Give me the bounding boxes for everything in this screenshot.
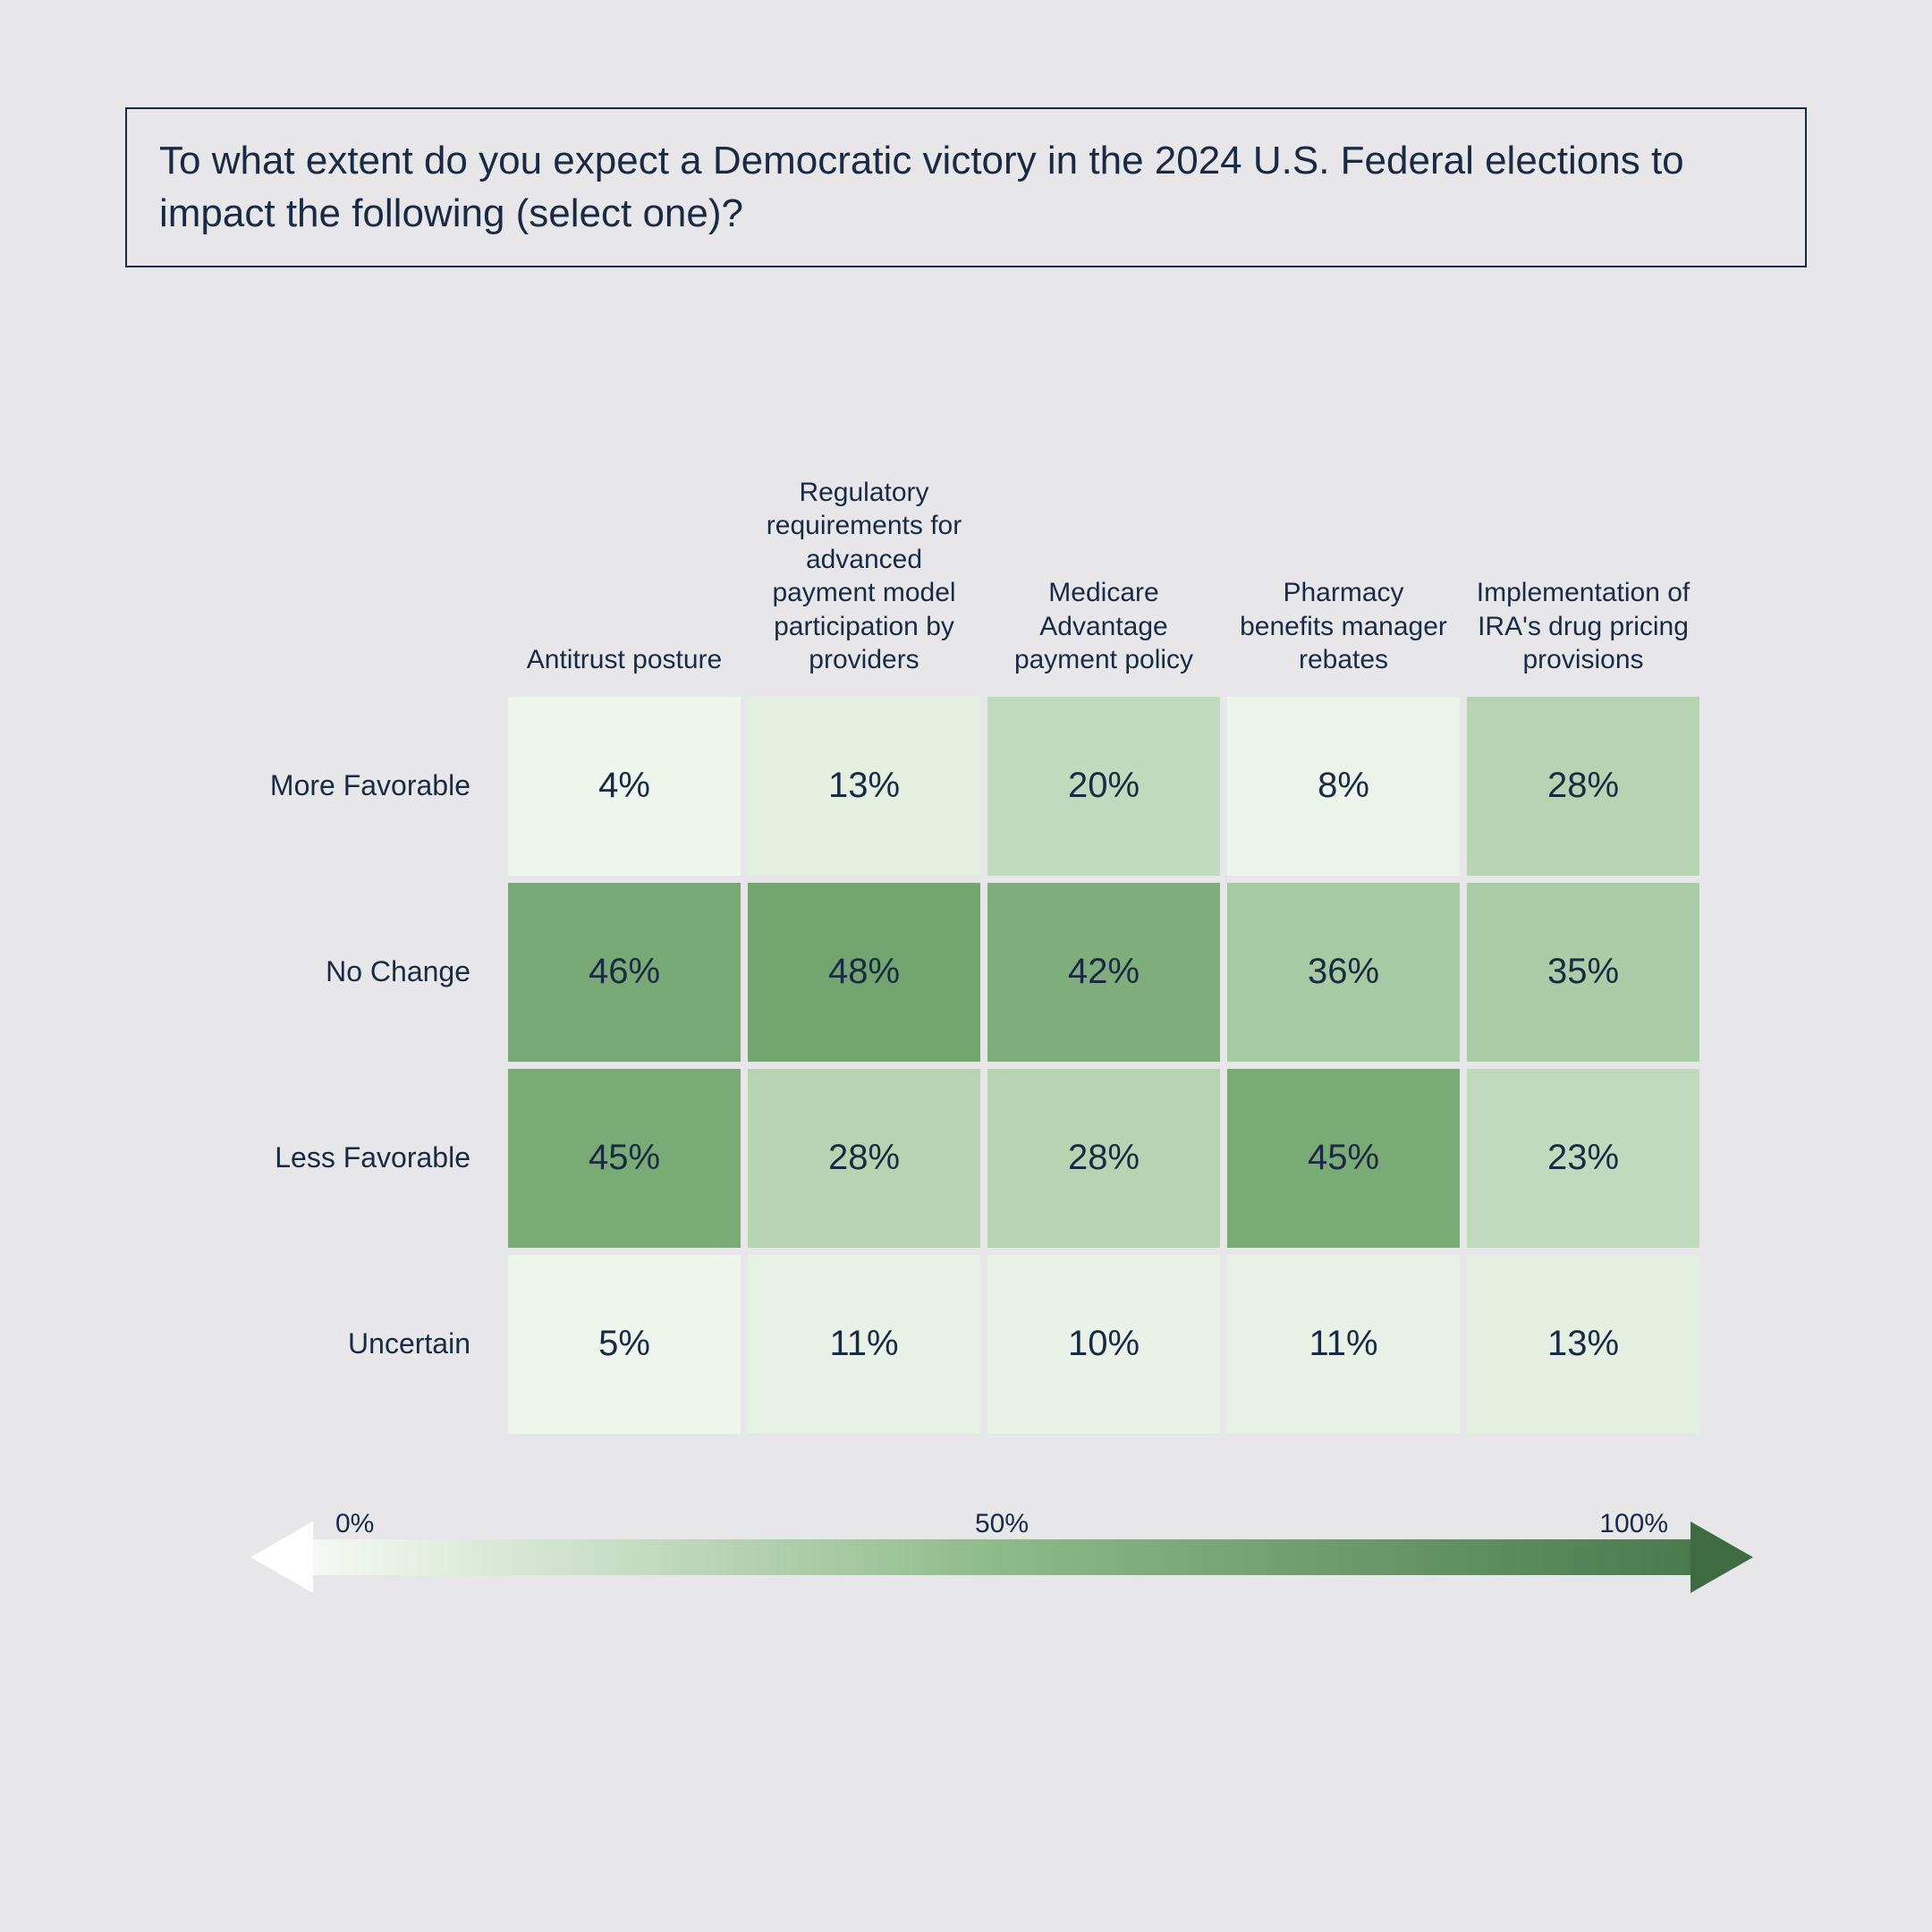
heatmap-cell: 28% — [987, 1069, 1220, 1248]
heatmap-cell: 23% — [1467, 1069, 1699, 1248]
row-header: No Change — [233, 883, 501, 1062]
heatmap-cell: 8% — [1227, 697, 1460, 876]
heatmap-cell: 46% — [508, 883, 741, 1062]
svg-text:100%: 100% — [1599, 1509, 1668, 1538]
column-header: Implementation of IRA's drug pricing pro… — [1467, 464, 1699, 697]
heatmap-cell: 4% — [508, 697, 741, 876]
heatmap-cell: 28% — [748, 1069, 980, 1248]
heatmap-cell: 10% — [987, 1255, 1220, 1434]
color-scale-legend: 0% 50% 100% — [250, 1504, 1753, 1611]
heatmap-cell: 28% — [1467, 697, 1699, 876]
heatmap-cell: 5% — [508, 1255, 741, 1434]
heatmap-cell: 13% — [1467, 1255, 1699, 1434]
row-header: Less Favorable — [233, 1069, 501, 1248]
column-header: Regulatory requirements for advanced pay… — [748, 464, 980, 697]
column-header: Pharmacy benefits manager rebates — [1227, 464, 1460, 697]
heatmap-cell: 42% — [987, 883, 1220, 1062]
svg-text:50%: 50% — [975, 1509, 1029, 1538]
svg-text:0%: 0% — [335, 1509, 374, 1538]
question-title: To what extent do you expect a Democrati… — [125, 107, 1807, 267]
heatmap-chart: Antitrust postureRegulatory requirements… — [233, 464, 1771, 1611]
heatmap-cell: 11% — [748, 1255, 980, 1434]
column-header: Medicare Advantage payment policy — [987, 464, 1220, 697]
heatmap-cell: 48% — [748, 883, 980, 1062]
column-header: Antitrust posture — [508, 464, 741, 697]
heatmap-cell: 11% — [1227, 1255, 1460, 1434]
heatmap-cell: 35% — [1467, 883, 1699, 1062]
heatmap-cell: 45% — [1227, 1069, 1460, 1248]
heatmap-cell: 20% — [987, 697, 1220, 876]
row-header: Uncertain — [233, 1255, 501, 1434]
heatmap-cell: 45% — [508, 1069, 741, 1248]
heatmap-cell: 13% — [748, 697, 980, 876]
row-header: More Favorable — [233, 697, 501, 876]
heatmap-cell: 36% — [1227, 883, 1460, 1062]
